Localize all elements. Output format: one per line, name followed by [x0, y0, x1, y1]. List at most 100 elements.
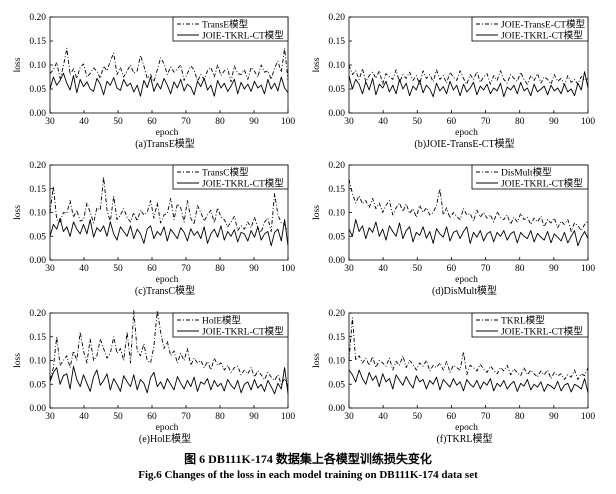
x-axis-label: epoch [455, 128, 478, 138]
x-tick-label: 100 [581, 117, 596, 127]
figure-caption-english: Fig.6 Changes of the loss in each model … [138, 469, 478, 481]
x-tick-label: 70 [181, 117, 191, 127]
x-tick-label: 70 [481, 264, 491, 274]
figure-caption-chinese: 图 6 DB111K-174 数据集上各模型训练损失变化 [184, 452, 432, 466]
legend-label: DisMult模型 [501, 167, 552, 179]
panel-caption: (c)TransC模型 [135, 284, 195, 297]
x-tick-label: 60 [447, 264, 457, 274]
legend-label: JOIE-TKRL-CT模型 [202, 178, 284, 190]
legend-label: JOIE-TKRL-CT模型 [501, 326, 583, 338]
y-tick-label: 0.00 [328, 256, 345, 266]
y-tick-label: 0.00 [29, 404, 46, 414]
y-tick-label: 0.10 [29, 209, 46, 219]
x-tick-label: 40 [79, 412, 89, 422]
y-tick-label: 0.10 [328, 61, 345, 71]
x-axis-label: epoch [156, 423, 179, 433]
y-axis-label: loss [312, 205, 322, 220]
x-tick-label: 100 [581, 412, 596, 422]
chart-panel-3: 0.00 0.05 0.10 0.15 0.20 30 40 50 60 70 80 90 100 epo… [13, 161, 295, 297]
y-tick-label: 0.05 [29, 232, 46, 242]
x-axis-label: epoch [455, 423, 478, 433]
x-tick-label: 30 [45, 412, 55, 422]
x-tick-label: 80 [215, 117, 225, 127]
y-tick-label: 0.00 [29, 109, 46, 119]
x-tick-label: 50 [413, 412, 423, 422]
y-tick-label: 0.15 [29, 333, 46, 343]
panel-caption: (e)HolE模型 [139, 432, 191, 445]
y-tick-label: 0.10 [29, 61, 46, 71]
x-tick-label: 70 [181, 412, 191, 422]
y-tick-label: 0.00 [29, 256, 46, 266]
x-tick-label: 90 [549, 412, 559, 422]
x-tick-label: 50 [113, 264, 123, 274]
y-tick-label: 0.10 [328, 357, 345, 367]
x-tick-label: 90 [549, 264, 559, 274]
legend-box [471, 164, 589, 190]
legend-label: JOIE-TKRL-CT模型 [501, 178, 583, 190]
series-line-baseline [49, 47, 289, 83]
y-tick-label: 0.05 [29, 380, 46, 390]
legend-label: JOIE-TKRL-CT模型 [501, 30, 583, 42]
y-tick-label: 0.15 [328, 333, 345, 343]
legend-box [172, 16, 289, 42]
x-tick-label: 90 [549, 117, 559, 127]
x-tick-label: 40 [79, 117, 89, 127]
x-tick-label: 90 [249, 264, 259, 274]
x-tick-label: 70 [181, 264, 191, 274]
x-tick-label: 40 [378, 412, 388, 422]
x-tick-label: 50 [113, 117, 123, 127]
series-line-joie-tkrl-ct [49, 217, 289, 247]
y-tick-label: 0.20 [29, 161, 46, 171]
legend-label: HolE模型 [202, 315, 242, 327]
x-tick-label: 90 [249, 412, 259, 422]
chart-panel-4: 0.00 0.05 0.10 0.15 0.20 30 40 50 60 70 80 90 100 epo… [312, 161, 595, 297]
x-tick-label: 60 [147, 264, 157, 274]
legend-label: TKRL模型 [501, 315, 545, 327]
legend-box [471, 16, 589, 42]
x-tick-label: 80 [515, 412, 525, 422]
panel-caption: (a)TransE模型 [135, 137, 195, 150]
chart-panel-6: 0.00 0.05 0.10 0.15 0.20 30 40 50 60 70 80 90 100 epo… [312, 309, 595, 445]
legend-label: TransC模型 [202, 167, 249, 179]
y-tick-label: 0.15 [328, 37, 345, 47]
x-axis-label: epoch [156, 275, 179, 285]
series-line-joie-tkrl-ct [49, 365, 289, 395]
x-tick-label: 30 [45, 264, 55, 274]
y-tick-label: 0.05 [328, 85, 345, 95]
y-tick-label: 0.10 [328, 209, 345, 219]
y-axis-label: loss [312, 57, 322, 72]
series-line-joie-tkrl-ct [348, 369, 589, 393]
y-tick-label: 0.20 [328, 161, 345, 171]
x-tick-label: 80 [215, 264, 225, 274]
x-tick-label: 70 [481, 412, 491, 422]
chart-panel-1: 0.00 0.05 0.10 0.15 0.20 30 40 50 60 70 80 90 100 epo… [13, 13, 295, 150]
y-tick-label: 0.00 [328, 404, 345, 414]
legend-label: JOIE-TransE-CT模型 [501, 19, 586, 31]
legend-box [172, 164, 289, 190]
legend-box [172, 312, 289, 338]
x-tick-label: 50 [413, 117, 423, 127]
x-tick-label: 40 [79, 264, 89, 274]
y-axis-label: loss [13, 57, 23, 72]
x-axis-label: epoch [455, 275, 478, 285]
x-tick-label: 100 [281, 264, 296, 274]
series-line-joie-tkrl-ct [49, 72, 289, 97]
y-tick-label: 0.10 [29, 357, 46, 367]
chart-panel-2: 0.00 0.05 0.10 0.15 0.20 30 40 50 60 70 80 90 100 epo… [312, 13, 595, 150]
series-line-baseline [49, 310, 289, 387]
series-line-baseline [49, 176, 289, 233]
y-tick-label: 0.05 [328, 232, 345, 242]
y-tick-label: 0.05 [328, 380, 345, 390]
legend-label: JOIE-TKRL-CT模型 [202, 30, 284, 42]
y-tick-label: 0.20 [29, 309, 46, 319]
x-tick-label: 60 [447, 117, 457, 127]
y-tick-label: 0.15 [328, 185, 345, 195]
x-tick-label: 30 [344, 117, 354, 127]
x-tick-label: 80 [215, 412, 225, 422]
x-tick-label: 100 [281, 117, 296, 127]
